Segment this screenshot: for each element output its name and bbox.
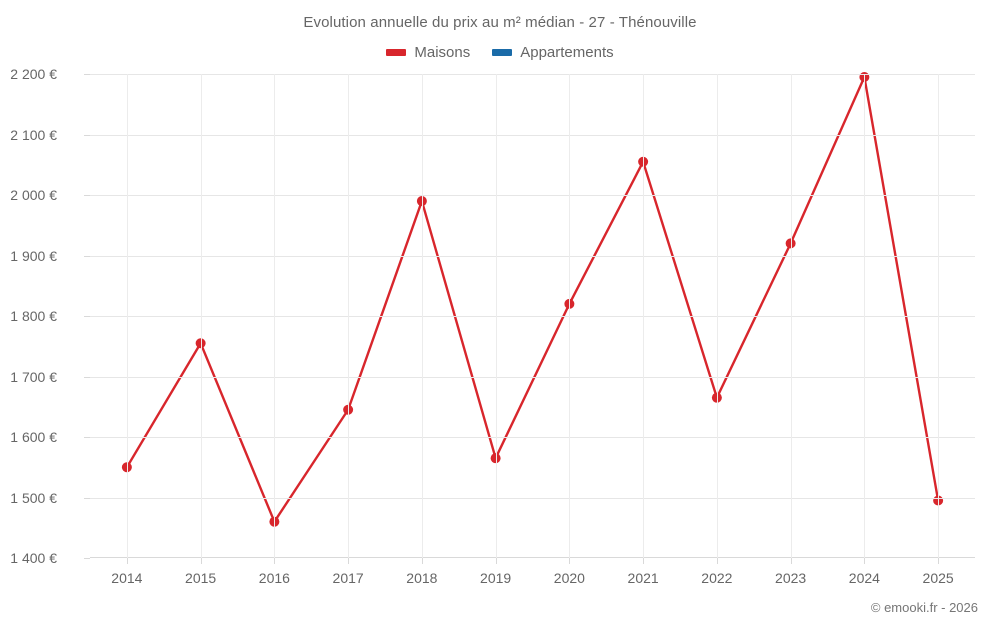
legend-item-appartements[interactable]: Appartements xyxy=(492,44,614,61)
gridline-horizontal xyxy=(90,255,975,257)
y-axis-tick-label: 1 900 € xyxy=(10,247,57,264)
x-axis-tick-label: 2024 xyxy=(848,570,880,586)
x-axis-tick-mark xyxy=(643,558,645,564)
y-axis-tick-mark xyxy=(84,558,90,559)
x-axis-tick-mark xyxy=(421,558,423,564)
y-axis-tick-mark xyxy=(84,255,90,257)
gridline-horizontal xyxy=(90,376,975,378)
x-axis-tick-mark xyxy=(200,558,202,564)
y-axis-tick-label: 2 100 € xyxy=(10,126,57,143)
gridline-vertical xyxy=(274,74,276,558)
x-axis-tick-mark xyxy=(938,558,940,564)
gridline-vertical xyxy=(716,74,718,558)
legend-label-appartements: Appartements xyxy=(520,44,614,61)
gridline-vertical xyxy=(643,74,645,558)
x-axis-tick-mark xyxy=(126,558,128,564)
gridline-vertical xyxy=(938,74,940,558)
x-axis-tick-mark xyxy=(274,558,276,564)
y-axis-tick-label: 2 000 € xyxy=(10,187,57,203)
legend-swatch-icon xyxy=(492,49,513,56)
y-axis-tick-mark xyxy=(84,376,90,378)
credit-text: © emooki.fr - 2026 xyxy=(870,600,978,615)
x-axis-tick-label: 2015 xyxy=(185,570,217,586)
x-axis-tick-label: 2016 xyxy=(258,570,290,586)
x-axis-tick-label: 2019 xyxy=(480,570,512,586)
y-axis-tick-label: 1 600 € xyxy=(10,429,57,445)
y-axis-tick-mark xyxy=(84,74,90,75)
y-axis-tick-mark xyxy=(84,497,90,499)
x-axis-tick-label: 2018 xyxy=(406,570,438,586)
x-axis-tick-label: 2020 xyxy=(553,570,585,586)
y-axis-tick-label: 1 500 € xyxy=(10,489,57,506)
legend-swatch-icon xyxy=(386,49,407,56)
plot-area: 1 400 € 1 500 € 1 600 € 1 700 € 1 800 € 1 900… xyxy=(10,66,975,586)
y-axis-tick-mark xyxy=(84,195,90,196)
gridline-vertical xyxy=(495,74,497,558)
series-line-maisons xyxy=(125,75,940,523)
gridline-horizontal xyxy=(90,134,975,136)
gridline-vertical xyxy=(200,74,202,558)
y-axis-tick-mark xyxy=(84,437,90,438)
y-axis-tick-label: 1 400 € xyxy=(10,550,57,566)
x-axis-tick-label: 2023 xyxy=(775,570,807,586)
x-axis-tick-mark xyxy=(569,558,571,564)
y-axis-tick-label: 1 700 € xyxy=(10,368,57,385)
x-axis-tick-mark xyxy=(716,558,718,564)
x-axis-tick-mark xyxy=(495,558,497,564)
legend-label-maisons: Maisons xyxy=(414,44,471,61)
gridline-vertical xyxy=(864,74,866,558)
x-axis-tick-label: 2025 xyxy=(922,570,954,586)
gridline-horizontal xyxy=(90,195,975,196)
x-axis-tick-mark xyxy=(864,558,866,564)
x-axis-line xyxy=(90,557,975,558)
gridline-vertical xyxy=(348,74,350,558)
gridline-horizontal xyxy=(90,74,975,75)
chart-legend: Maisons Appartements xyxy=(0,44,1000,61)
x-axis-tick-mark xyxy=(790,558,792,564)
gridline-vertical xyxy=(569,74,571,558)
gridline-horizontal xyxy=(90,437,975,438)
y-axis-tick-label: 2 200 € xyxy=(10,66,57,82)
x-axis-tick-label: 2021 xyxy=(627,570,659,586)
x-axis-tick-label: 2017 xyxy=(332,570,364,586)
y-axis-tick-label: 1 800 € xyxy=(10,308,57,324)
gridline-vertical xyxy=(421,74,423,558)
gridline-horizontal xyxy=(90,316,975,317)
y-axis-tick-mark xyxy=(84,316,90,317)
gridline-vertical xyxy=(126,74,128,558)
gridline-horizontal xyxy=(90,497,975,499)
legend-item-maisons[interactable]: Maisons xyxy=(386,44,470,61)
x-axis-tick-mark xyxy=(348,558,350,564)
y-axis-tick-mark xyxy=(84,134,90,136)
gridline-vertical xyxy=(790,74,792,558)
x-axis-tick-label: 2022 xyxy=(701,570,733,586)
x-axis-tick-label: 2014 xyxy=(111,570,143,586)
chart-title: Evolution annuelle du prix au m² médian … xyxy=(303,14,697,31)
